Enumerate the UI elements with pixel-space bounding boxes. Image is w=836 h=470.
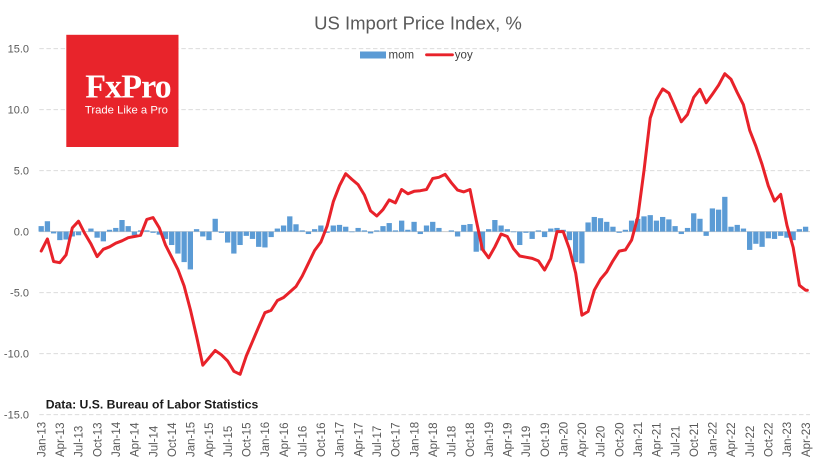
svg-text:-5.0: -5.0 (10, 287, 29, 299)
svg-text:Oct-17: Oct-17 (391, 422, 403, 457)
svg-text:mom: mom (389, 50, 415, 62)
svg-text:Jan-18: Jan-18 (409, 422, 421, 457)
svg-text:US Import Price Index, %: US Import Price Index, % (314, 12, 522, 33)
svg-text:Oct-16: Oct-16 (316, 422, 328, 457)
svg-text:-15.0: -15.0 (4, 409, 29, 421)
svg-text:Jan-20: Jan-20 (558, 422, 570, 457)
svg-text:0.0: 0.0 (14, 226, 29, 238)
svg-text:Jul-17: Jul-17 (372, 426, 384, 457)
svg-text:Jan-19: Jan-19 (484, 422, 496, 457)
svg-text:Oct-13: Oct-13 (92, 422, 104, 457)
svg-text:Oct-19: Oct-19 (540, 422, 552, 457)
svg-text:10.0: 10.0 (8, 104, 29, 116)
svg-text:Oct-18: Oct-18 (465, 422, 477, 457)
svg-text:Jul-21: Jul-21 (670, 426, 682, 457)
svg-text:Apr-21: Apr-21 (652, 422, 664, 457)
svg-text:Oct-14: Oct-14 (167, 422, 179, 457)
svg-text:Jan-13: Jan-13 (36, 422, 48, 457)
svg-text:Jan-23: Jan-23 (782, 422, 794, 457)
svg-text:Jul-22: Jul-22 (745, 426, 757, 457)
svg-text:Jul-18: Jul-18 (447, 426, 459, 457)
svg-text:Apr-13: Apr-13 (55, 422, 67, 457)
svg-text:Jan-21: Jan-21 (633, 422, 645, 457)
svg-text:Apr-23: Apr-23 (801, 422, 813, 457)
svg-text:Apr-18: Apr-18 (428, 422, 440, 457)
svg-text:FxPro: FxPro (85, 68, 171, 105)
svg-text:-10.0: -10.0 (4, 348, 29, 360)
svg-text:Oct-21: Oct-21 (689, 422, 701, 457)
svg-text:Oct-22: Oct-22 (764, 422, 776, 457)
svg-text:Apr-14: Apr-14 (130, 422, 142, 457)
svg-text:Apr-17: Apr-17 (353, 422, 365, 457)
svg-text:Data: U.S. Bureau of Labor Sta: Data: U.S. Bureau of Labor Statistics (46, 398, 259, 412)
svg-text:Jan-17: Jan-17 (335, 422, 347, 457)
svg-text:Jul-13: Jul-13 (74, 426, 86, 457)
svg-text:Apr-15: Apr-15 (204, 422, 216, 457)
svg-text:Apr-19: Apr-19 (503, 422, 515, 457)
svg-text:5.0: 5.0 (14, 165, 29, 177)
svg-text:Jan-16: Jan-16 (260, 422, 272, 457)
svg-text:Oct-20: Oct-20 (614, 422, 626, 457)
svg-text:Jan-22: Jan-22 (708, 422, 720, 457)
svg-text:Jul-16: Jul-16 (297, 426, 309, 457)
svg-text:15.0: 15.0 (8, 43, 29, 55)
svg-text:Jan-14: Jan-14 (111, 421, 123, 457)
svg-text:Apr-20: Apr-20 (577, 422, 589, 457)
svg-text:Jan-15: Jan-15 (186, 422, 198, 457)
svg-text:Jul-15: Jul-15 (223, 426, 235, 457)
svg-text:Jul-20: Jul-20 (596, 426, 608, 457)
svg-text:Trade Like a Pro: Trade Like a Pro (85, 105, 168, 117)
svg-text:yoy: yoy (455, 50, 473, 62)
svg-text:Jul-14: Jul-14 (148, 425, 160, 457)
svg-text:Apr-16: Apr-16 (279, 422, 291, 457)
svg-text:Oct-15: Oct-15 (242, 422, 254, 457)
svg-text:Apr-22: Apr-22 (726, 422, 738, 457)
svg-text:Jul-19: Jul-19 (521, 426, 533, 457)
